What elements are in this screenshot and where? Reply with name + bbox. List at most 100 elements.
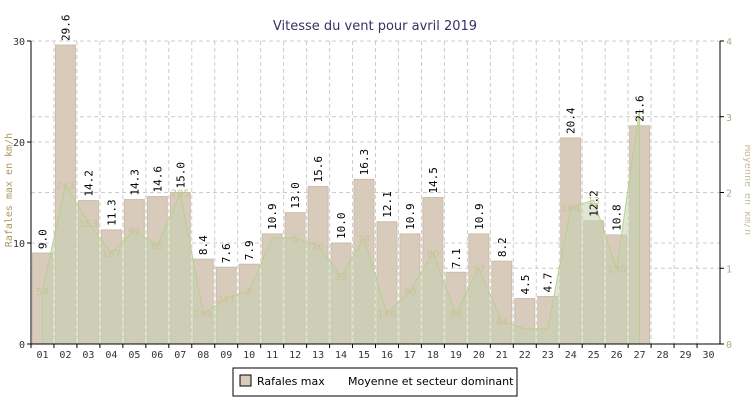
x-tick-label: 12 xyxy=(289,350,301,361)
gust-value-label: 13.0 xyxy=(289,182,302,209)
x-tick-label: 27 xyxy=(634,350,646,361)
x-tick-label: 15 xyxy=(358,350,370,361)
x-tick-label: 02 xyxy=(59,350,71,361)
x-tick-label: 20 xyxy=(473,350,485,361)
y-right-tick-label: 4 xyxy=(726,37,732,48)
x-tick-label: 09 xyxy=(220,350,232,361)
direction-label: 65 xyxy=(151,242,164,253)
x-tick-label: 23 xyxy=(542,350,554,361)
gust-value-label: 12.1 xyxy=(381,191,394,218)
x-tick-label: 21 xyxy=(496,350,508,361)
direction-label: 130 xyxy=(607,264,626,275)
y-right-tick-label: 3 xyxy=(726,113,732,124)
gust-value-label: 7.6 xyxy=(220,243,233,263)
legend-label-rafales: Rafales max xyxy=(257,375,325,388)
x-tick-label: 11 xyxy=(266,350,278,361)
y-right-tick-label: 0 xyxy=(726,340,732,351)
direction-label: 44 xyxy=(495,317,508,328)
direction-label: 54 xyxy=(450,310,463,321)
y-tick-label: 0 xyxy=(19,340,25,351)
gust-value-label: 10.9 xyxy=(473,203,486,230)
direction-label: 26 xyxy=(312,242,325,253)
legend-label-moyenne: Moyenne et secteur dominant xyxy=(348,375,514,388)
gust-value-label: 10.0 xyxy=(335,213,348,240)
right-axis-label: Moyenne en km/h xyxy=(742,145,750,235)
direction-label: 74 xyxy=(358,234,371,245)
x-tick-label: 14 xyxy=(335,350,347,361)
left-axis-label: Rafales max en km/h xyxy=(4,133,15,247)
y-tick-label: 20 xyxy=(13,138,25,149)
legend-swatch-rafales xyxy=(239,374,252,387)
value-labels: 9.0 29.6 14.2 11.3 14.3 14.6 15.0 8.4 7.6 7.9 10.9… xyxy=(36,15,646,295)
direction-label: 2 xyxy=(246,287,252,298)
x-tick-label: 22 xyxy=(519,350,531,361)
gust-value-label: 15.6 xyxy=(312,156,325,183)
gust-value-label: 8.2 xyxy=(496,237,509,257)
gust-value-label: 7.9 xyxy=(243,240,256,260)
y-tick-label: 30 xyxy=(13,37,25,48)
x-tick-label: 06 xyxy=(151,350,163,361)
direction-label: 6 xyxy=(292,234,298,245)
gust-value-label: 10.9 xyxy=(266,203,279,230)
direction-label: 39 xyxy=(335,272,348,283)
legend: Rafales max Moyenne et secteur dominant xyxy=(232,367,518,397)
legend-box xyxy=(232,367,518,397)
x-tick-label: 13 xyxy=(312,350,324,361)
x-tick-label: 16 xyxy=(381,350,393,361)
direction-label: 54 xyxy=(36,287,49,298)
gust-value-label: 7.1 xyxy=(450,248,463,268)
x-tick-label: 01 xyxy=(36,350,48,361)
direction-label: 298 xyxy=(194,310,213,321)
x-tick-label: 17 xyxy=(404,350,416,361)
gust-value-label: 12.2 xyxy=(588,190,601,217)
x-tick-label: 03 xyxy=(82,350,94,361)
chart-title: Vitesse du vent pour avril 2019 xyxy=(273,19,477,34)
gust-value-label: 11.3 xyxy=(105,199,118,226)
gust-value-label: 4.7 xyxy=(542,273,555,293)
direction-label: 184 xyxy=(561,204,580,215)
direction-label: 80 xyxy=(404,287,417,298)
y-tick-label: 10 xyxy=(13,239,25,250)
gust-value-label: 16.3 xyxy=(358,149,371,176)
direction-label: 243 xyxy=(56,181,75,192)
x-tick-label: 07 xyxy=(174,350,186,361)
direction-label: 167 xyxy=(102,249,121,260)
x-tick-label: 08 xyxy=(197,350,209,361)
x-tick-label: 30 xyxy=(702,350,714,361)
direction-label: 37 xyxy=(472,264,485,275)
x-tick-label: 04 xyxy=(105,350,117,361)
gust-value-label: 10.8 xyxy=(611,204,624,231)
direction-label: 205 xyxy=(171,189,190,200)
gust-value-label: 9.0 xyxy=(36,229,49,249)
x-tick-label: 24 xyxy=(565,350,577,361)
x-tick-label: 05 xyxy=(128,350,140,361)
direction-label: 13 xyxy=(587,196,600,207)
gust-value-label: 20.4 xyxy=(565,107,578,134)
direction-label: 92 xyxy=(128,226,141,237)
gust-value-label: 15.0 xyxy=(174,162,187,189)
gust-value-label: 29.6 xyxy=(59,15,72,42)
direction-label: 311 xyxy=(217,295,236,306)
gust-value-label: 4.5 xyxy=(519,275,532,295)
gust-value-label: 21.6 xyxy=(634,95,647,122)
gust-value-label: 10.9 xyxy=(404,203,417,230)
x-tick-label: 29 xyxy=(680,350,692,361)
y-right-tick-label: 1 xyxy=(726,264,732,275)
x-tick-label: 28 xyxy=(657,350,669,361)
gust-value-label: 14.3 xyxy=(128,169,141,196)
direction-label: 186 xyxy=(377,310,396,321)
average-area-series xyxy=(41,109,641,345)
direction-label: 183 xyxy=(79,219,98,230)
y-right-tick-label: 2 xyxy=(726,189,732,200)
x-tick-label: 10 xyxy=(243,350,255,361)
gust-value-label: 14.5 xyxy=(427,167,440,194)
gust-value-label: 8.4 xyxy=(197,235,210,255)
average-area xyxy=(41,109,641,345)
x-tick-label: 26 xyxy=(611,350,623,361)
x-tick-label: 18 xyxy=(427,350,439,361)
x-tick-label: 19 xyxy=(450,350,462,361)
direction-labels: 5424318316792652052983112626397418680805… xyxy=(36,181,626,328)
direction-label: 80 xyxy=(427,249,440,260)
